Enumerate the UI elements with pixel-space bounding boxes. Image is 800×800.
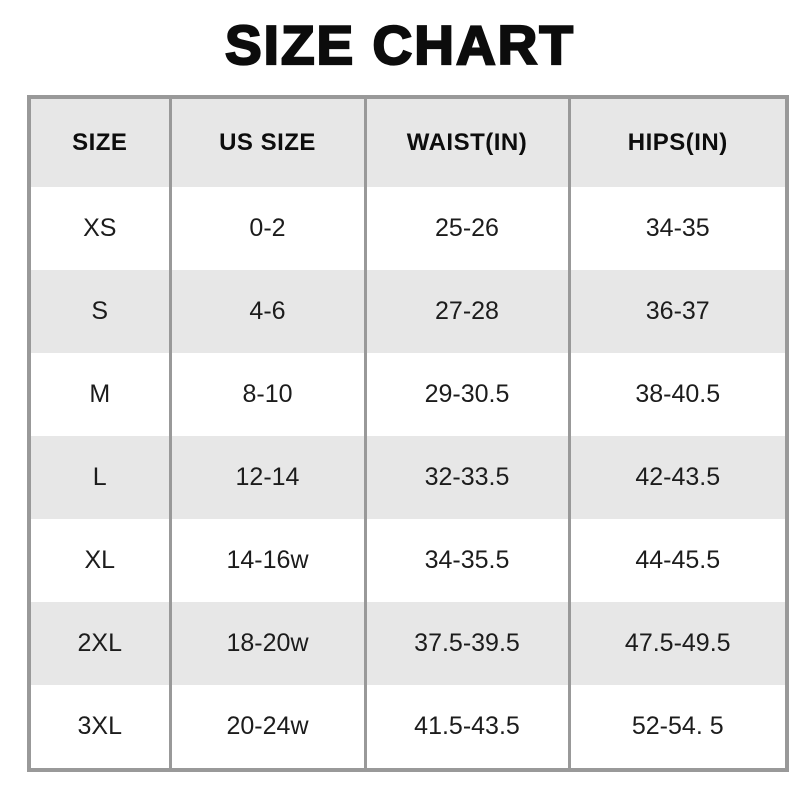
us-size-cell: 20-24w	[168, 685, 365, 770]
page-title: SIZE CHART	[224, 14, 575, 76]
size-cell: 2XL	[29, 602, 170, 685]
column-header-size: SIZE	[29, 97, 170, 187]
hips-cell: 36-37	[567, 270, 787, 353]
waist-cell: 29-30.5	[363, 353, 569, 436]
hips-cell: 38-40.5	[567, 353, 787, 436]
hips-cell: 52-54. 5	[567, 685, 787, 770]
column-header-hips: HIPS(IN)	[567, 97, 787, 187]
waist-cell: 25-26	[363, 187, 569, 270]
waist-cell: 41.5-43.5	[363, 685, 569, 770]
table-row-xs: XS 0-2 25-26 34-35	[29, 187, 787, 270]
waist-cell: 37.5-39.5	[363, 602, 569, 685]
table-row-s: S 4-6 27-28 36-37	[29, 270, 787, 353]
us-size-cell: 12-14	[168, 436, 365, 519]
size-chart-table: SIZE US SIZE WAIST(IN) HIPS(IN) XS 0-2 2…	[27, 95, 789, 772]
waist-cell: 32-33.5	[363, 436, 569, 519]
hips-cell: 42-43.5	[567, 436, 787, 519]
table-row-xl: XL 14-16w 34-35.5 44-45.5	[29, 519, 787, 602]
size-cell: M	[29, 353, 170, 436]
table-row-2xl: 2XL 18-20w 37.5-39.5 47.5-49.5	[29, 602, 787, 685]
us-size-cell: 18-20w	[168, 602, 365, 685]
table-row-l: L 12-14 32-33.5 42-43.5	[29, 436, 787, 519]
header-row: SIZE US SIZE WAIST(IN) HIPS(IN)	[29, 97, 787, 187]
us-size-cell: 8-10	[168, 353, 365, 436]
size-cell: XL	[29, 519, 170, 602]
us-size-cell: 0-2	[168, 187, 365, 270]
column-header-us-size: US SIZE	[168, 97, 365, 187]
table-row-m: M 8-10 29-30.5 38-40.5	[29, 353, 787, 436]
waist-cell: 34-35.5	[363, 519, 569, 602]
size-cell: XS	[29, 187, 170, 270]
size-cell: S	[29, 270, 170, 353]
size-cell: L	[29, 436, 170, 519]
us-size-cell: 4-6	[168, 270, 365, 353]
waist-cell: 27-28	[363, 270, 569, 353]
us-size-cell: 14-16w	[168, 519, 365, 602]
column-header-waist: WAIST(IN)	[363, 97, 569, 187]
hips-cell: 44-45.5	[567, 519, 787, 602]
size-cell: 3XL	[29, 685, 170, 770]
hips-cell: 47.5-49.5	[567, 602, 787, 685]
table-row-3xl: 3XL 20-24w 41.5-43.5 52-54. 5	[29, 685, 787, 770]
hips-cell: 34-35	[567, 187, 787, 270]
